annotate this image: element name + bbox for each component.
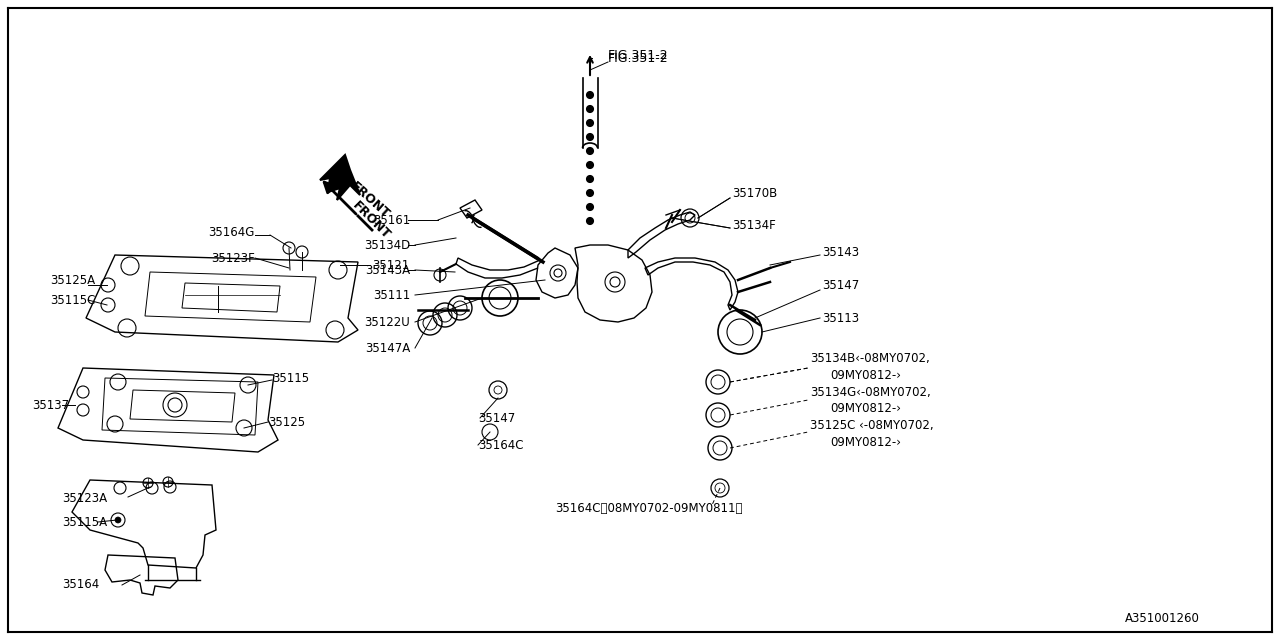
Text: 35134B‹-08MY0702,: 35134B‹-08MY0702,	[810, 351, 929, 365]
Circle shape	[586, 147, 594, 154]
Text: 35121: 35121	[372, 259, 410, 271]
Text: 35164C: 35164C	[477, 438, 524, 451]
Text: 35111: 35111	[372, 289, 410, 301]
Text: FIG.351-2: FIG.351-2	[608, 51, 668, 65]
Text: 35143A: 35143A	[365, 264, 410, 276]
Text: FRONT: FRONT	[349, 198, 393, 241]
Circle shape	[115, 517, 122, 523]
Text: 35170B: 35170B	[732, 186, 777, 200]
Circle shape	[586, 161, 594, 168]
Circle shape	[586, 92, 594, 99]
Text: 09MY0812-›: 09MY0812-›	[829, 401, 901, 415]
Text: 35147A: 35147A	[365, 342, 410, 355]
Text: 35134F: 35134F	[732, 218, 776, 232]
Circle shape	[586, 204, 594, 211]
Text: 09MY0812-›: 09MY0812-›	[829, 369, 901, 381]
Circle shape	[586, 134, 594, 141]
Circle shape	[586, 218, 594, 225]
Circle shape	[586, 189, 594, 196]
Text: 35125: 35125	[268, 415, 305, 429]
Text: 35123A: 35123A	[61, 492, 108, 504]
Text: 35147: 35147	[477, 412, 516, 424]
Text: 35125A: 35125A	[50, 273, 95, 287]
Text: 35161: 35161	[372, 214, 410, 227]
Text: 35134D: 35134D	[364, 239, 410, 252]
Text: 35113: 35113	[822, 312, 859, 324]
Text: 35164: 35164	[61, 579, 100, 591]
Circle shape	[586, 120, 594, 127]
Text: 35115A: 35115A	[61, 515, 108, 529]
Text: FIG.351-2: FIG.351-2	[608, 49, 668, 61]
Circle shape	[586, 175, 594, 182]
Text: 35125C ‹-08MY0702,: 35125C ‹-08MY0702,	[810, 419, 933, 431]
Text: 35164C〈08MY0702-09MY0811〉: 35164C〈08MY0702-09MY0811〉	[556, 502, 742, 515]
Text: 35115: 35115	[273, 371, 310, 385]
Polygon shape	[320, 155, 360, 200]
Text: 35115C: 35115C	[50, 294, 96, 307]
Text: A351001260: A351001260	[1125, 611, 1201, 625]
Text: 35134G‹-08MY0702,: 35134G‹-08MY0702,	[810, 385, 931, 399]
Text: 35123F: 35123F	[211, 252, 255, 264]
Text: FRONT: FRONT	[348, 179, 392, 221]
Text: 35137: 35137	[32, 399, 69, 412]
Text: 35164G: 35164G	[209, 225, 255, 239]
Text: 35122U: 35122U	[365, 316, 410, 328]
Text: 09MY0812-›: 09MY0812-›	[829, 435, 901, 449]
Text: 35143: 35143	[822, 246, 859, 259]
Text: 35147: 35147	[822, 278, 859, 291]
Circle shape	[586, 106, 594, 113]
